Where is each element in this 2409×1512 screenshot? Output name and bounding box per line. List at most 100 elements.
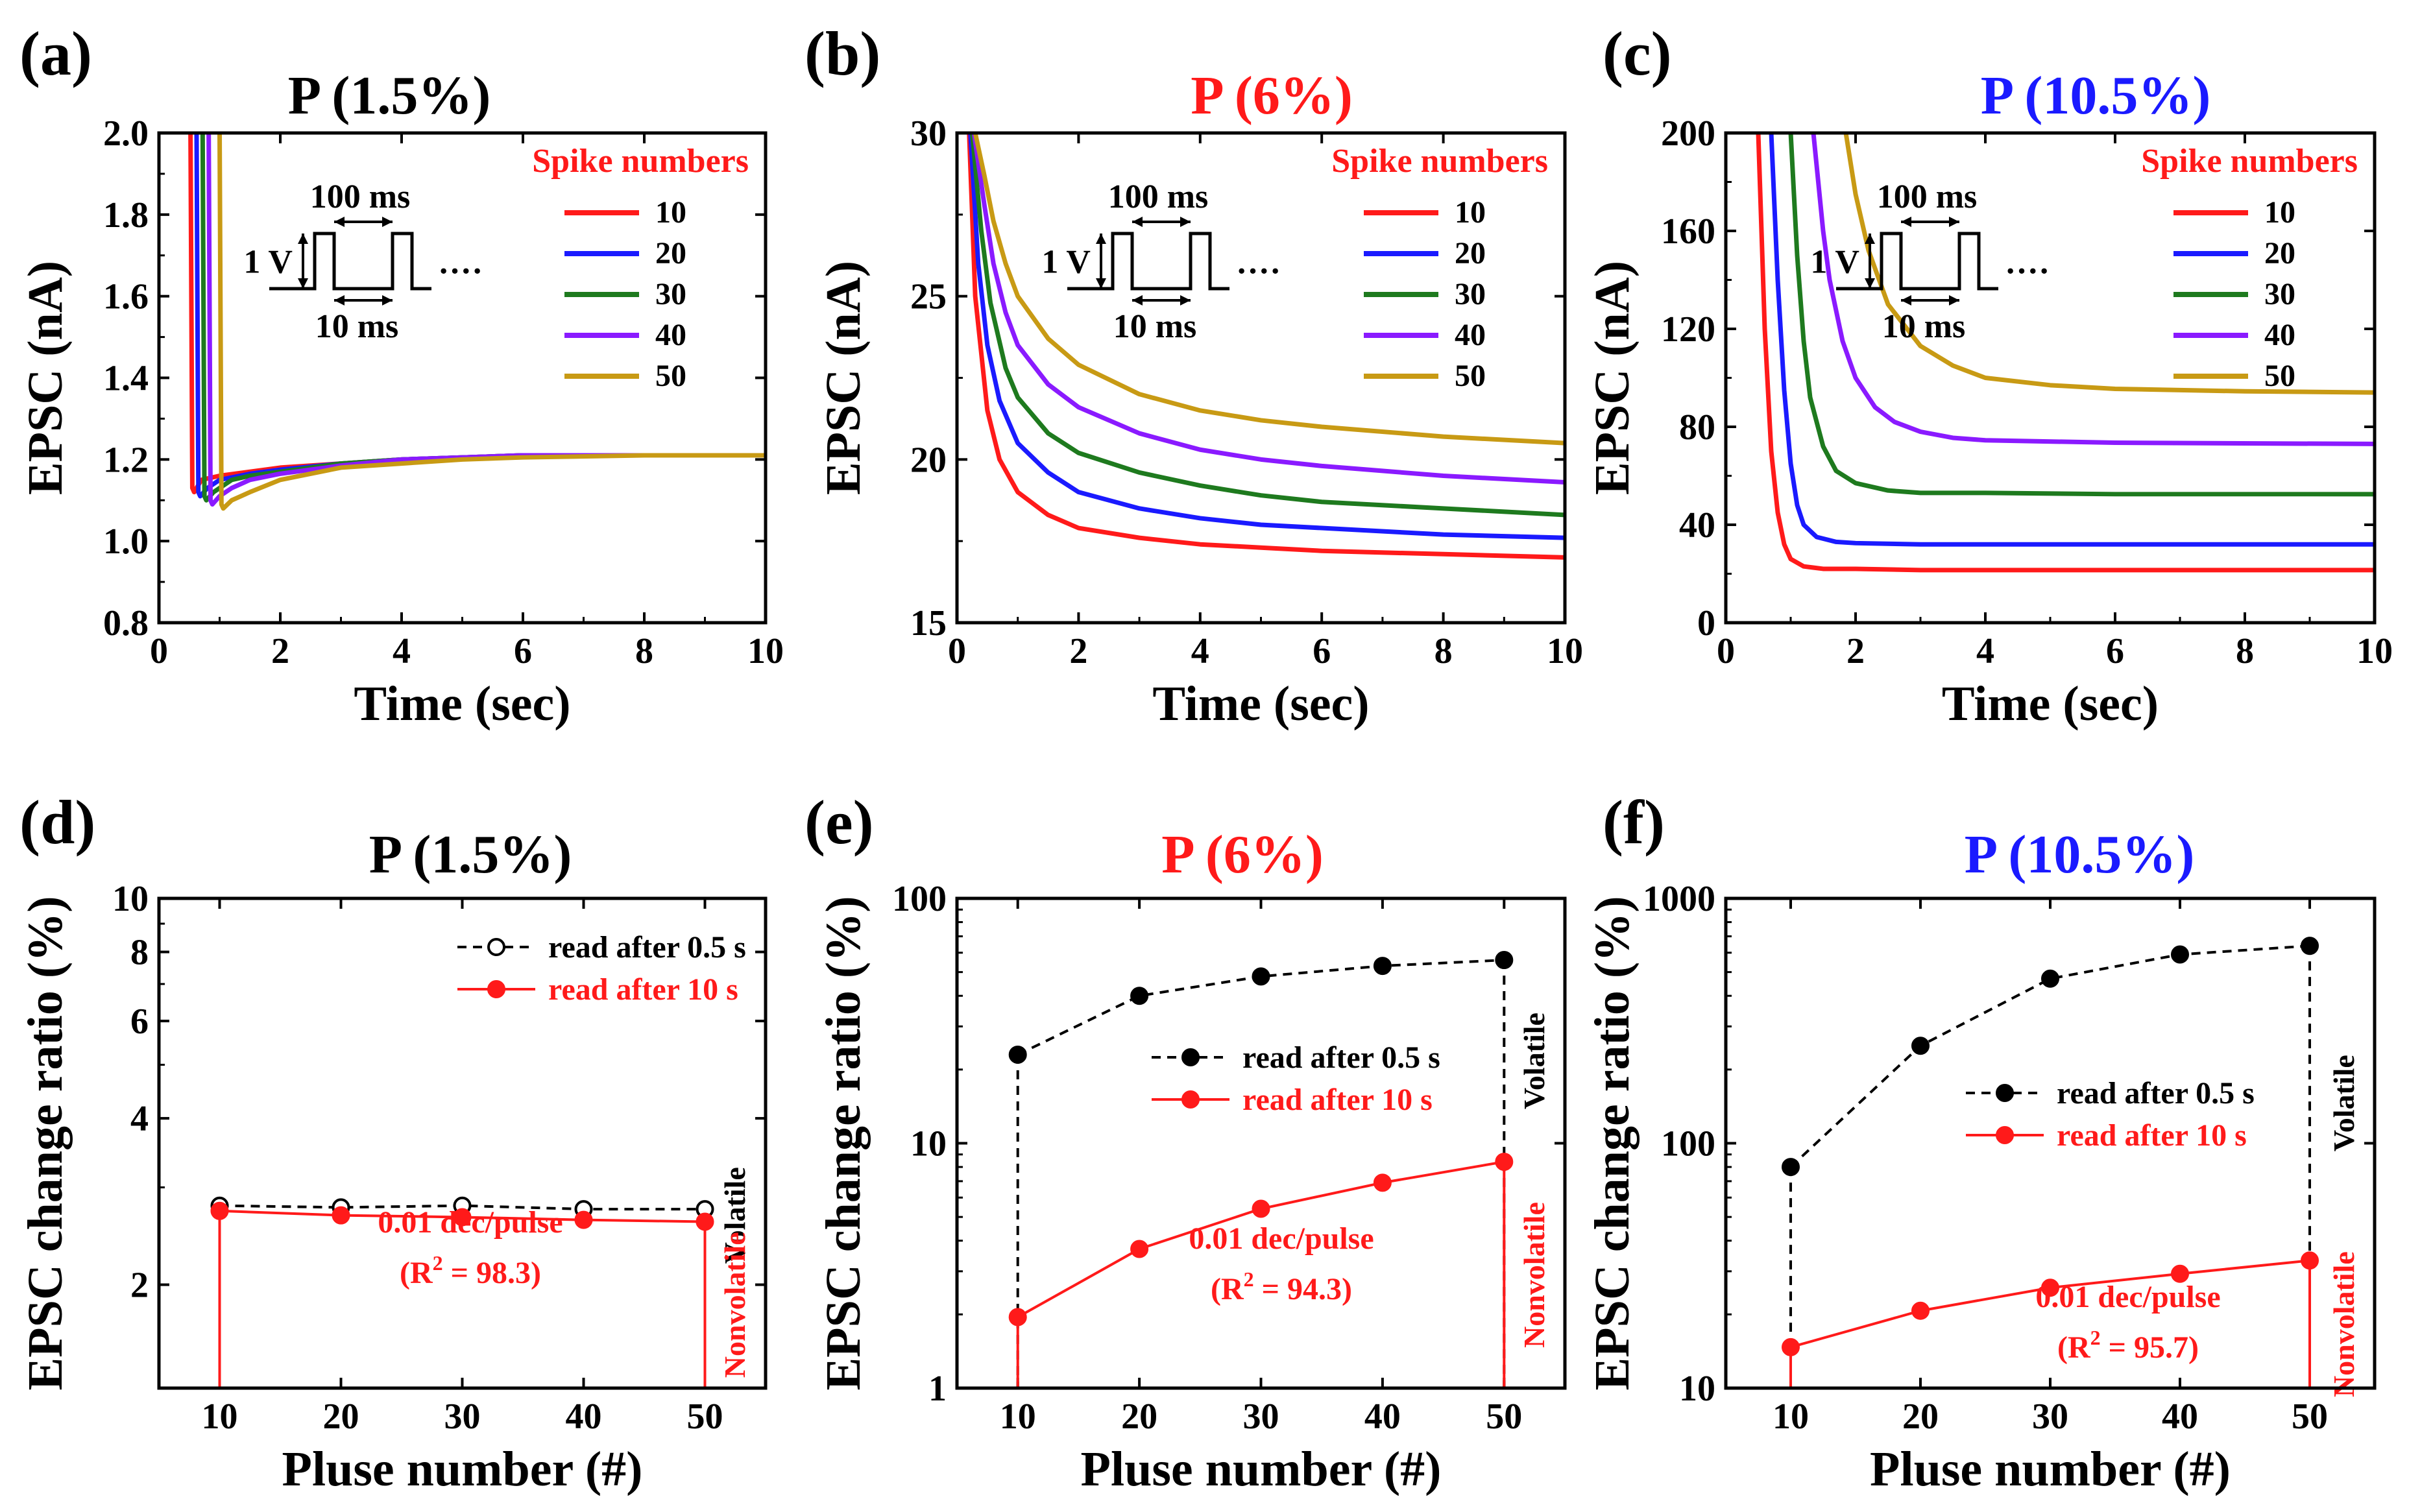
panel-label: (b) xyxy=(805,19,880,88)
width-label: 10 ms xyxy=(315,308,399,345)
x-tick-label: 2 xyxy=(271,631,289,671)
data-point xyxy=(574,1210,593,1229)
x-tick-label: 40 xyxy=(2162,1397,2198,1437)
arrowhead-icon xyxy=(1132,217,1143,227)
plot-frame xyxy=(1724,896,2377,1390)
x-tick-label: 4 xyxy=(393,631,411,671)
r-squared-prefix: (R xyxy=(2057,1330,2091,1365)
x-tick-label: 6 xyxy=(2106,631,2124,671)
legend-marker xyxy=(1996,1084,2014,1102)
legend-label: 30 xyxy=(1455,277,1486,311)
arrowhead-icon xyxy=(1865,278,1875,289)
legend-marker xyxy=(1996,1126,2014,1144)
arrowhead-icon xyxy=(1096,278,1106,289)
panel-title: P (10.5%) xyxy=(1965,824,2195,885)
r-squared-annotation: (R2 = 94.3) xyxy=(1211,1267,1352,1306)
x-tick-label: 0 xyxy=(150,631,168,671)
panel-label: (c) xyxy=(1603,19,1672,88)
legend-title: Spike numbers xyxy=(1331,143,1548,180)
data-point xyxy=(1252,967,1270,986)
arrowhead-icon xyxy=(334,217,345,227)
y-tick-label: 80 xyxy=(1679,407,1715,448)
pulse-waveform xyxy=(1067,232,1229,291)
x-tick-label: 30 xyxy=(1243,1397,1279,1437)
x-tick-label: 0 xyxy=(1717,631,1735,671)
data-point xyxy=(332,1206,350,1225)
data-point xyxy=(2041,1278,2059,1297)
y-tick-label: 1.4 xyxy=(103,359,149,399)
nonvolatile-label: Nonvolatile xyxy=(2327,1251,2360,1397)
data-point xyxy=(696,1212,714,1231)
data-point xyxy=(210,1201,229,1220)
x-tick-label: 50 xyxy=(1486,1397,1522,1437)
series-line-40 xyxy=(1811,133,2375,446)
panel-label: (e) xyxy=(805,787,874,857)
fit-annotation: 0.01 dec/pulse xyxy=(2035,1280,2220,1314)
data-point xyxy=(1495,951,1514,970)
x-axis-label: Pluse number (#) xyxy=(1081,1442,1442,1496)
x-tick-label: 10 xyxy=(1000,1397,1036,1437)
y-tick-label: 1.6 xyxy=(103,277,149,317)
x-axis-label: Time (sec) xyxy=(354,677,570,731)
y-tick-label: 40 xyxy=(1679,505,1715,546)
arrowhead-icon xyxy=(1949,217,1959,227)
y-tick-label: 160 xyxy=(1661,211,1715,252)
series-line-10 xyxy=(1756,133,2375,573)
legend-label: read after 0.5 s xyxy=(1242,1040,1440,1075)
pulse-inset: ···· 100 ms 1 V 10 ms xyxy=(1810,178,2050,345)
r-squared-value: = 98.3) xyxy=(443,1256,541,1290)
legend-label: 30 xyxy=(2264,277,2295,311)
data-point xyxy=(1130,1240,1149,1258)
y-tick-label: 10 xyxy=(112,879,149,919)
legend-label: read after 0.5 s xyxy=(548,930,746,965)
legend-marker xyxy=(487,938,505,956)
arrowhead-icon xyxy=(1901,217,1911,227)
y-tick-label: 1000 xyxy=(1643,879,1715,919)
series-line-50 xyxy=(1843,133,2375,395)
arrowhead-icon xyxy=(1180,217,1191,227)
x-tick-label: 30 xyxy=(444,1397,481,1437)
legend-marker xyxy=(487,980,505,998)
panel-f: (f) P (10.5%) 10 20 30 40 50 10 100 1000 Pluse num… xyxy=(1585,787,2377,1496)
r-squared-prefix: (R xyxy=(400,1256,433,1290)
width-label: 10 ms xyxy=(1882,308,1966,345)
period-label: 100 ms xyxy=(1108,178,1209,215)
x-tick-label: 4 xyxy=(1976,631,1994,671)
data-point xyxy=(1130,987,1149,1005)
x-tick-label: 20 xyxy=(323,1397,359,1437)
amplitude-label: 1 V xyxy=(243,244,293,281)
r-squared-sup: 2 xyxy=(2090,1326,2101,1349)
series-line-30 xyxy=(200,133,766,503)
legend-marker xyxy=(1181,1048,1200,1066)
arrowhead-icon xyxy=(298,234,308,244)
x-tick-label: 8 xyxy=(1435,631,1453,671)
y-tick-label: 100 xyxy=(1661,1124,1715,1164)
legend-label: 10 xyxy=(1455,195,1486,230)
amplitude-label: 1 V xyxy=(1041,244,1091,281)
data-point xyxy=(1008,1045,1027,1064)
x-tick-label: 6 xyxy=(514,631,532,671)
x-tick-label: 50 xyxy=(687,1397,723,1437)
series-line-50 xyxy=(973,133,1565,446)
data-point xyxy=(1495,1153,1514,1171)
x-tick-label: 8 xyxy=(635,631,653,671)
y-tick-label: 8 xyxy=(130,933,149,973)
legend-label: 20 xyxy=(2264,236,2295,270)
data-point xyxy=(453,1208,472,1227)
y-axis-label: EPSC (nA) xyxy=(816,261,871,495)
x-axis-label: Pluse number (#) xyxy=(1870,1442,2231,1496)
r-squared-prefix: (R xyxy=(1211,1272,1244,1306)
panel-title: P (1.5%) xyxy=(288,66,491,126)
legend-title: Spike numbers xyxy=(2141,143,2358,180)
series-line-10 xyxy=(967,133,1565,560)
y-tick-label: 2.0 xyxy=(103,114,149,154)
series-line-30 xyxy=(1788,133,2375,497)
y-tick-label: 2 xyxy=(130,1266,149,1306)
x-tick-label: 4 xyxy=(1191,631,1209,671)
y-tick-label: 15 xyxy=(910,603,947,643)
x-tick-label: 10 xyxy=(202,1397,238,1437)
x-tick-label: 2 xyxy=(1069,631,1087,671)
series-line-40 xyxy=(971,133,1565,485)
arrowhead-icon xyxy=(1132,295,1143,306)
data-point xyxy=(2041,969,2059,988)
